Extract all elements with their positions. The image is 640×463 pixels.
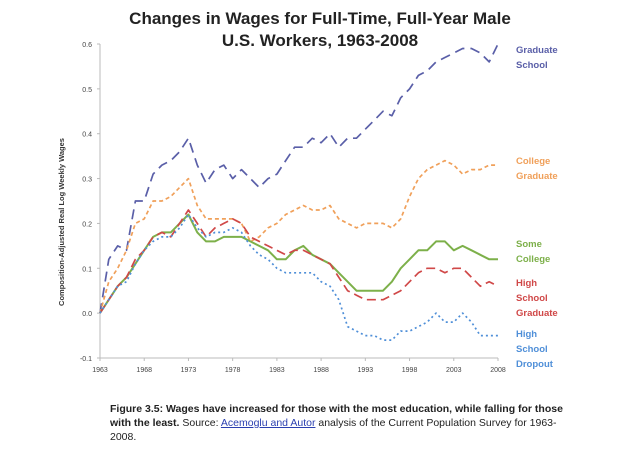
- y-axis-label: Composition-Adjusted Real Log Weekly Wag…: [57, 138, 66, 306]
- legend-label-college-graduate: College Graduate: [516, 156, 558, 182]
- x-tick-label: 1963: [92, 367, 108, 374]
- legend-label-line: Graduate: [516, 171, 558, 182]
- legend-label-line: School: [516, 293, 548, 304]
- legend-label-line: College: [516, 254, 550, 265]
- y-tick-label: 0.5: [82, 87, 92, 94]
- x-tick-label: 2003: [446, 367, 462, 374]
- chart-legend-labels: Graduate School College Graduate Some College…: [516, 45, 558, 370]
- legend-label-line: Some: [516, 239, 542, 250]
- caption-bold-text: Figure 3.5: Wages have increased for tho…: [110, 403, 563, 429]
- y-tick-label: 0.6: [82, 42, 92, 49]
- series-line-some-college: [99, 213, 498, 314]
- legend-label-line: High: [516, 329, 537, 340]
- legend-label-high-school-graduate: High School Graduate: [516, 278, 558, 319]
- series-line-college-graduate: [99, 159, 498, 314]
- series-line-high-school-graduate: [99, 209, 499, 314]
- legend-label-line: Graduate: [516, 308, 558, 319]
- y-tick-label: 0.3: [82, 177, 92, 184]
- x-tick-label: 1973: [181, 367, 197, 374]
- legend-label-line: College: [516, 156, 550, 167]
- x-tick-label: 1998: [402, 367, 418, 374]
- y-tick-label: 0.1: [82, 266, 92, 273]
- x-tick-label: 1988: [313, 367, 329, 374]
- chart-title-line-1: Changes in Wages for Full-Time, Full-Yea…: [129, 9, 511, 28]
- series-line-graduate-school: [99, 43, 499, 314]
- source-link[interactable]: Acemoglu and Autor: [220, 417, 316, 429]
- figure-caption: Figure 3.5: Wages have increased for tho…: [110, 402, 580, 444]
- legend-label-graduate-school: Graduate School: [516, 45, 558, 71]
- chart-title: Changes in Wages for Full-Time, Full-Yea…: [60, 8, 580, 52]
- x-tick-label: 1978: [225, 367, 241, 374]
- y-tick-label: -0.1: [80, 356, 92, 363]
- x-tick-label: 2008: [490, 367, 506, 374]
- line-chart: -0.1 0.0 0.1 0.2 0.3 0.4 0.5 0.6 1963 1968 1973 197…: [57, 42, 558, 374]
- legend-label-line: School: [516, 344, 548, 355]
- y-tick-label: 0.0: [82, 311, 92, 318]
- legend-label-some-college: Some College: [516, 239, 550, 265]
- chart-axes: -0.1 0.0 0.1 0.2 0.3 0.4 0.5 0.6 1963 1968 1973 197…: [80, 42, 506, 374]
- y-tick-label: 0.4: [82, 132, 92, 139]
- caption-source-prefix: Source:: [179, 417, 221, 429]
- legend-label-high-school-dropout: High School Dropout: [516, 329, 554, 370]
- x-tick-label: 1993: [358, 367, 374, 374]
- legend-label-line: Dropout: [516, 359, 554, 370]
- x-tick-label: 1983: [269, 367, 285, 374]
- y-tick-label: 0.2: [82, 221, 92, 228]
- chart-title-line-2: U.S. Workers, 1963-2008: [221, 31, 419, 50]
- series-line-high-school-dropout: [99, 213, 498, 341]
- chart-series: [99, 43, 499, 341]
- legend-label-line: Graduate: [516, 45, 558, 56]
- caption-source-suffix: analysis of the Current Population Surve…: [110, 417, 557, 443]
- legend-label-line: High: [516, 278, 537, 289]
- legend-label-line: School: [516, 60, 548, 71]
- x-tick-label: 1968: [136, 367, 152, 374]
